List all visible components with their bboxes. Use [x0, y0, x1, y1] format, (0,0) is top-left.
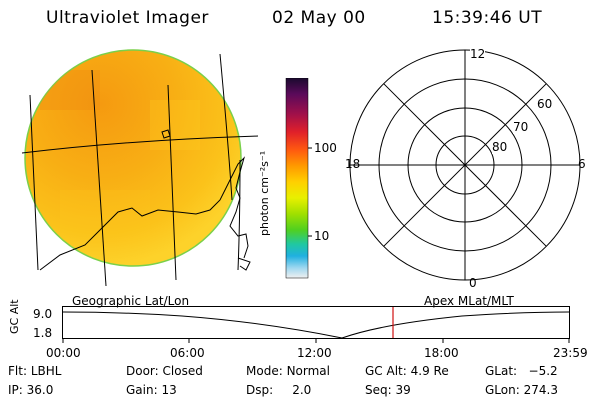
earth-disk — [24, 49, 242, 267]
ip-value: 36.0 — [26, 383, 54, 397]
geographic-caption: Geographic Lat/Lon — [72, 294, 190, 308]
status-gc-alt: GC Alt: 4.9 Re — [365, 364, 449, 378]
auroral-image — [21, 49, 259, 287]
coastline — [39, 156, 251, 271]
x-tick-1800: 18:00 — [424, 346, 459, 360]
dsp-value: 2.0 — [292, 383, 312, 397]
status-door: Door: Closed — [126, 364, 203, 378]
altitude-curve — [62, 311, 570, 339]
y-tick-9: 9.0 — [33, 307, 53, 321]
altitude-timeline — [62, 306, 570, 343]
date-label: 02 May 00 — [272, 8, 366, 28]
instrument-title: Ultraviolet Imager — [46, 8, 209, 28]
status-glat: GLat: −5.2 — [485, 364, 558, 378]
mlt-label-12: 12 — [470, 47, 486, 61]
x-tick-0000: 00:00 — [46, 346, 81, 360]
status-gain: Gain: 13 — [126, 383, 177, 397]
colorbar-tick-10: 10 — [314, 229, 330, 243]
polar-mlat-mlt-plot — [349, 49, 581, 281]
seq-value: 39 — [395, 383, 411, 397]
mlt-label-6: 6 — [578, 157, 586, 171]
mode-value: Normal — [286, 364, 330, 378]
y-tick-1-8: 1.8 — [33, 326, 53, 340]
glat-value: −5.2 — [528, 364, 558, 378]
mlt-label-18: 18 — [345, 157, 361, 171]
gain-value: 13 — [161, 383, 177, 397]
x-tick-0600: 06:00 — [170, 346, 205, 360]
x-tick-1200: 12:00 — [297, 346, 332, 360]
apex-caption: Apex MLat/MLT — [424, 294, 514, 308]
timeline-frame — [62, 306, 570, 339]
polar-diagonal-2 — [383, 83, 547, 247]
colorbar-tick-100: 100 — [314, 141, 337, 155]
time-label: 15:39:46 UT — [432, 8, 543, 28]
glon-value: 274.3 — [523, 383, 558, 397]
status-seq: Seq: 39 — [365, 383, 411, 397]
gc-alt-axis-title: GC Alt — [8, 299, 21, 334]
mlat-label-60: 60 — [537, 97, 553, 111]
gc-alt-value: 4.9 Re — [410, 364, 449, 378]
lake-outline — [161, 129, 171, 139]
filter-value: LBHL — [30, 364, 62, 378]
color-scale-bar — [285, 78, 312, 279]
status-glon: GLon: 274.3 — [485, 383, 558, 397]
texture-speckle — [40, 70, 200, 240]
lat-lon-graticule — [21, 53, 259, 287]
status-dsp: Dsp: 2.0 — [246, 383, 312, 397]
door-value: Closed — [162, 364, 203, 378]
status-mode: Mode: Normal — [246, 364, 330, 378]
mlt-label-0: 0 — [469, 276, 477, 290]
mlat-label-80: 80 — [492, 140, 508, 154]
status-ip: IP: 36.0 — [8, 383, 54, 397]
mlat-label-70: 70 — [513, 120, 529, 134]
x-tick-2359: 23:59 — [553, 346, 588, 360]
status-filter: Flt: LBHL — [8, 364, 62, 378]
